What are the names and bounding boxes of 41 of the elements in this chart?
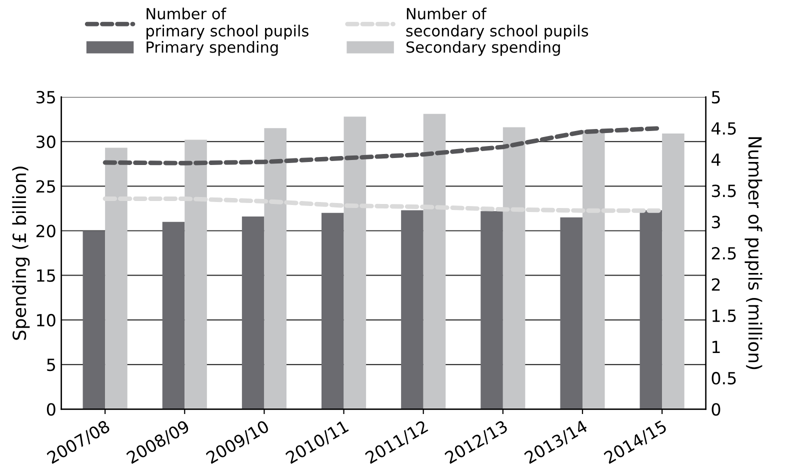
y-tick-label: 35 xyxy=(36,90,55,104)
bar xyxy=(502,127,526,410)
legend-label: Primary spending xyxy=(146,41,278,56)
bar xyxy=(582,130,605,410)
y-tick-label: 20 xyxy=(36,224,56,238)
y-tick-label: 0 xyxy=(46,403,56,416)
bar xyxy=(162,222,185,410)
y2-tick-label: 4 xyxy=(712,154,720,166)
bar xyxy=(401,210,424,410)
bar xyxy=(423,114,446,410)
bar xyxy=(560,217,582,410)
bar xyxy=(322,212,344,410)
y2-tick-label: 3.5 xyxy=(712,184,736,198)
y2-tick-label: 1 xyxy=(712,340,720,354)
bar xyxy=(662,134,684,410)
y-tick-label: 5 xyxy=(47,358,55,372)
y-tick-label: 25 xyxy=(36,180,55,193)
bar xyxy=(344,116,366,410)
y2-tick-label: 5 xyxy=(712,91,720,104)
y2-tick-label: 0 xyxy=(712,403,720,416)
legend-label: Secondary spending xyxy=(406,41,560,56)
y2-axis-title: Number of pupils (million) xyxy=(744,137,762,370)
legend-label: Number of secondary school pupils xyxy=(406,8,588,40)
bar xyxy=(105,148,128,410)
y2-tick-label: 0.5 xyxy=(712,372,736,384)
y2-tick-label: 4.5 xyxy=(712,122,736,135)
bar xyxy=(184,140,207,410)
y-tick-label: 30 xyxy=(36,136,56,148)
legend-label: Number of primary school pupils xyxy=(146,8,308,40)
y-axis-title: Spending (£ billion) xyxy=(12,166,30,340)
y-tick-label: 15 xyxy=(37,270,55,282)
bar xyxy=(82,230,106,410)
y-tick-label: 10 xyxy=(37,314,56,327)
bar xyxy=(480,211,503,410)
y2-tick-label: 1.5 xyxy=(712,310,736,322)
y2-tick-label: 2.5 xyxy=(712,247,736,260)
bar xyxy=(640,210,662,410)
bar xyxy=(264,128,286,410)
y2-tick-label: 3 xyxy=(712,216,720,228)
bar xyxy=(242,216,264,410)
y2-tick-label: 2 xyxy=(712,278,720,291)
